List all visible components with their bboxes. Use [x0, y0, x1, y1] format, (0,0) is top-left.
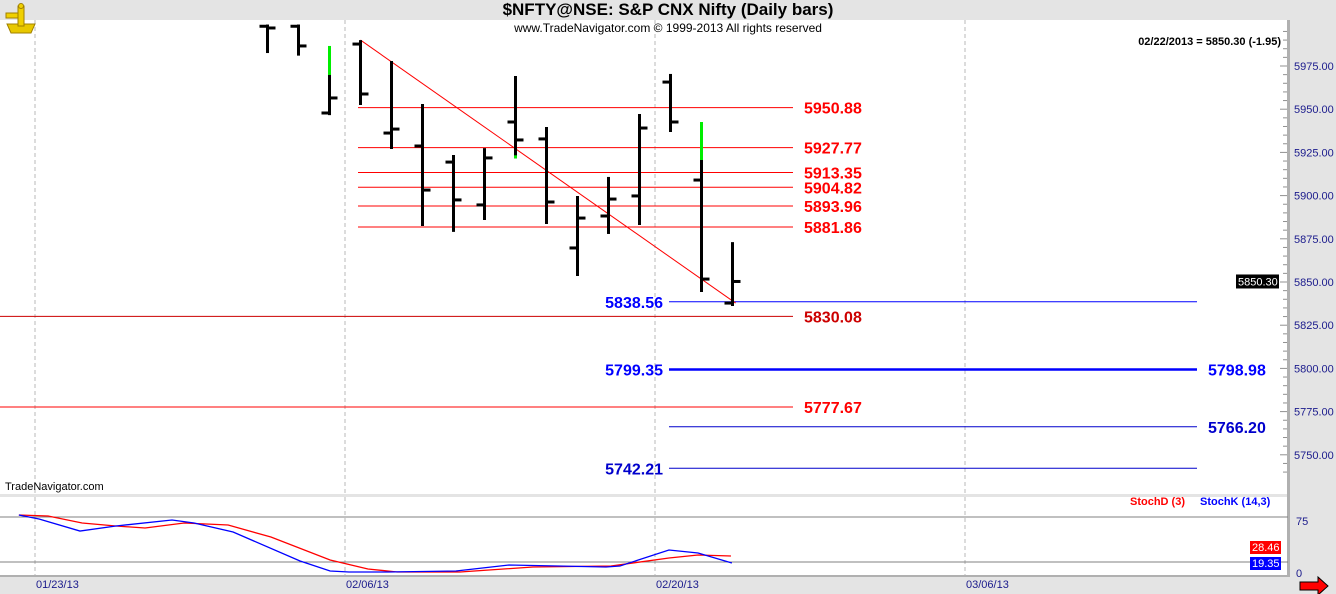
brand-label: TradeNavigator.com	[5, 481, 104, 493]
price-level-label: 5777.67	[804, 400, 862, 417]
price-tick-label: 5775.00	[1294, 407, 1334, 419]
date-tick-label: 03/06/13	[966, 579, 1009, 591]
stoch-d-tag	[1250, 541, 1281, 554]
price-level-label: 5881.86	[804, 220, 862, 237]
sextant-icon	[5, 3, 36, 34]
stoch-k-line	[18, 514, 733, 573]
stoch-axis-label: 75	[1296, 516, 1308, 528]
price-tick-label: 5825.00	[1294, 320, 1334, 332]
chart-title: $NFTY@NSE: S&P CNX Nifty (Daily bars)	[502, 0, 834, 19]
stoch-d-legend: StochD (3)	[1130, 496, 1185, 508]
price-tick-label: 5900.00	[1294, 191, 1334, 203]
price-level-label-right: 5798.98	[1208, 363, 1266, 380]
price-level-label: 5799.35	[605, 363, 663, 380]
price-level-label: 5830.08	[804, 309, 862, 326]
price-tick-label: 5975.00	[1294, 61, 1334, 73]
price-pane[interactable]	[0, 20, 1288, 494]
price-level-label: 5893.96	[804, 199, 862, 216]
stoch-k-last-label: 19.35	[1252, 558, 1280, 570]
stoch-k-legend: StochK (14,3)	[1200, 496, 1271, 508]
stochastic-pane[interactable]	[0, 497, 1288, 575]
price-tick-label: 5950.00	[1294, 104, 1334, 116]
stoch-k-tag	[1250, 557, 1281, 570]
date-tick-label: 02/20/13	[656, 579, 699, 591]
stoch-d-line	[18, 514, 731, 573]
price-level-label: 5927.77	[804, 141, 862, 158]
price-level-label: 5904.82	[804, 180, 862, 197]
price-tick-label: 5925.00	[1294, 147, 1334, 159]
date-tick-label: 02/06/13	[346, 579, 389, 591]
trend-line	[360, 39, 736, 304]
date-tick-label: 01/23/13	[36, 579, 79, 591]
last-price-label: 5850.30	[1238, 276, 1278, 288]
scroll-right-arrow-icon[interactable]	[1299, 575, 1329, 594]
price-level-label: 5742.21	[605, 461, 663, 478]
stoch-axis-label: 0	[1296, 568, 1302, 580]
price-tick-label: 5875.00	[1294, 234, 1334, 246]
stoch-d-last-label: 28.46	[1252, 542, 1280, 554]
price-tick-label: 5800.00	[1294, 363, 1334, 375]
price-tick-label: 5750.00	[1294, 450, 1334, 462]
price-readout: 02/22/2013 = 5850.30 (-1.95)	[1138, 36, 1281, 48]
copyright-subtitle: www.TradeNavigator.com © 1999-2013 All r…	[514, 21, 822, 35]
price-level-label: 5766.20	[1208, 420, 1266, 437]
price-level-label: 5913.35	[804, 166, 862, 183]
price-level-label: 5838.56	[605, 295, 663, 312]
last-price-tag	[1236, 274, 1279, 289]
price-tick-label: 5850.00	[1294, 277, 1334, 289]
price-level-label: 5950.88	[804, 101, 862, 118]
